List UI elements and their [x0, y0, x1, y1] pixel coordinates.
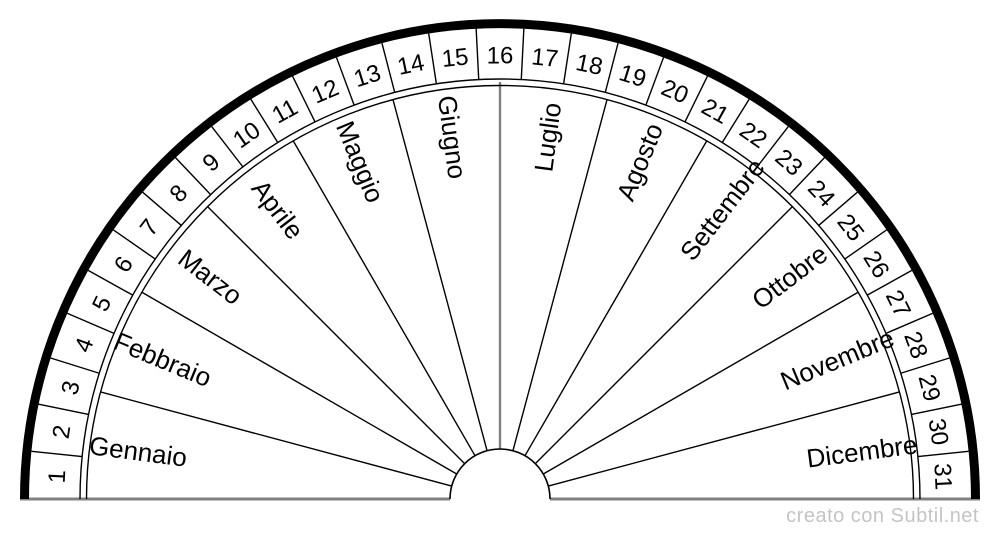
day-number-label: 12 [308, 74, 343, 109]
month-divider [512, 99, 608, 451]
month-label: Agosto [610, 119, 669, 205]
month-label: Settembre [674, 153, 771, 266]
month-label: Luglio [528, 101, 567, 174]
month-divider [207, 206, 466, 465]
day-number-label: 29 [913, 372, 946, 405]
month-divider [534, 206, 793, 465]
day-number-label: 2 [48, 423, 77, 440]
day-number-label: 19 [616, 59, 650, 93]
day-number-label: 28 [898, 328, 933, 362]
month-label: Gennaio [87, 430, 188, 473]
day-divider [756, 126, 789, 168]
day-divider [788, 157, 826, 196]
day-divider [174, 157, 212, 196]
day-divider [721, 98, 750, 143]
day-number-label: 21 [697, 93, 733, 130]
month-divider [392, 99, 488, 451]
day-divider [211, 126, 244, 168]
day-number-label: 22 [734, 117, 771, 154]
day-number-label: 9 [198, 148, 226, 177]
day-divider [38, 403, 89, 416]
day-divider [291, 75, 316, 123]
day-number-label: 26 [858, 246, 895, 283]
day-number-label: 17 [530, 43, 559, 73]
day-divider [885, 312, 934, 335]
month-label: Marzo [173, 243, 249, 311]
month-label: Ottobre [746, 239, 833, 316]
day-number-label: 3 [56, 378, 85, 398]
day-number-label: 4 [70, 334, 100, 356]
month-divider [542, 291, 859, 475]
day-number-label: 13 [351, 59, 385, 93]
day-divider [520, 28, 525, 80]
month-divider [141, 291, 458, 475]
day-number-label: 16 [487, 42, 514, 69]
day-number-label: 23 [770, 144, 808, 182]
day-number-label: 1 [44, 469, 72, 484]
day-number-label: 27 [880, 286, 916, 322]
month-divider [100, 391, 452, 487]
inner-ring-arc-outer [79, 78, 921, 500]
day-number-label: 15 [441, 43, 470, 73]
day-divider [818, 191, 858, 226]
day-divider [427, 33, 438, 84]
month-label: Novembre [776, 323, 898, 397]
day-divider [866, 269, 913, 296]
day-number-label: 31 [928, 463, 956, 491]
outer-thick-arc [20, 19, 980, 500]
day-number-label: 10 [228, 117, 265, 154]
day-divider [844, 229, 887, 260]
day-number-label: 30 [923, 417, 954, 447]
day-divider [381, 42, 396, 93]
day-divider [475, 28, 480, 80]
day-divider [113, 229, 156, 260]
day-number-label: 25 [832, 209, 870, 247]
month-label: Giugno [432, 94, 473, 181]
day-divider [645, 57, 665, 106]
day-divider [562, 33, 573, 84]
day-divider [50, 357, 100, 374]
day-number-label: 11 [268, 94, 303, 130]
month-label: Dicembre [805, 429, 919, 473]
month-divider [548, 391, 900, 487]
month-label: Febbraio [110, 326, 216, 393]
day-number-label: 20 [657, 74, 692, 109]
day-divider [142, 191, 182, 226]
month-label: Aprile [246, 174, 310, 245]
day-number-label: 6 [109, 252, 139, 278]
day-divider [31, 450, 83, 458]
month-divider [292, 140, 476, 457]
day-divider [250, 98, 279, 143]
day-divider [917, 450, 969, 458]
inner-ring-arc-inner [85, 84, 915, 500]
day-divider [684, 75, 709, 123]
center-hole-arc [449, 448, 551, 500]
day-divider [87, 269, 134, 296]
day-number-label: 5 [87, 292, 117, 316]
day-number-label: 24 [802, 175, 840, 213]
day-divider [66, 312, 115, 335]
day-number-label: 7 [135, 214, 165, 241]
day-divider [911, 403, 962, 416]
month-label: Maggio [330, 117, 390, 207]
day-number-label: 8 [164, 180, 193, 208]
day-number-label: 18 [573, 49, 605, 81]
day-divider [900, 357, 950, 374]
month-divider [524, 140, 708, 457]
credit-watermark: creato con Subtil.net [786, 505, 979, 527]
day-divider [604, 42, 619, 93]
day-number-label: 14 [395, 49, 427, 81]
day-divider [335, 57, 355, 106]
